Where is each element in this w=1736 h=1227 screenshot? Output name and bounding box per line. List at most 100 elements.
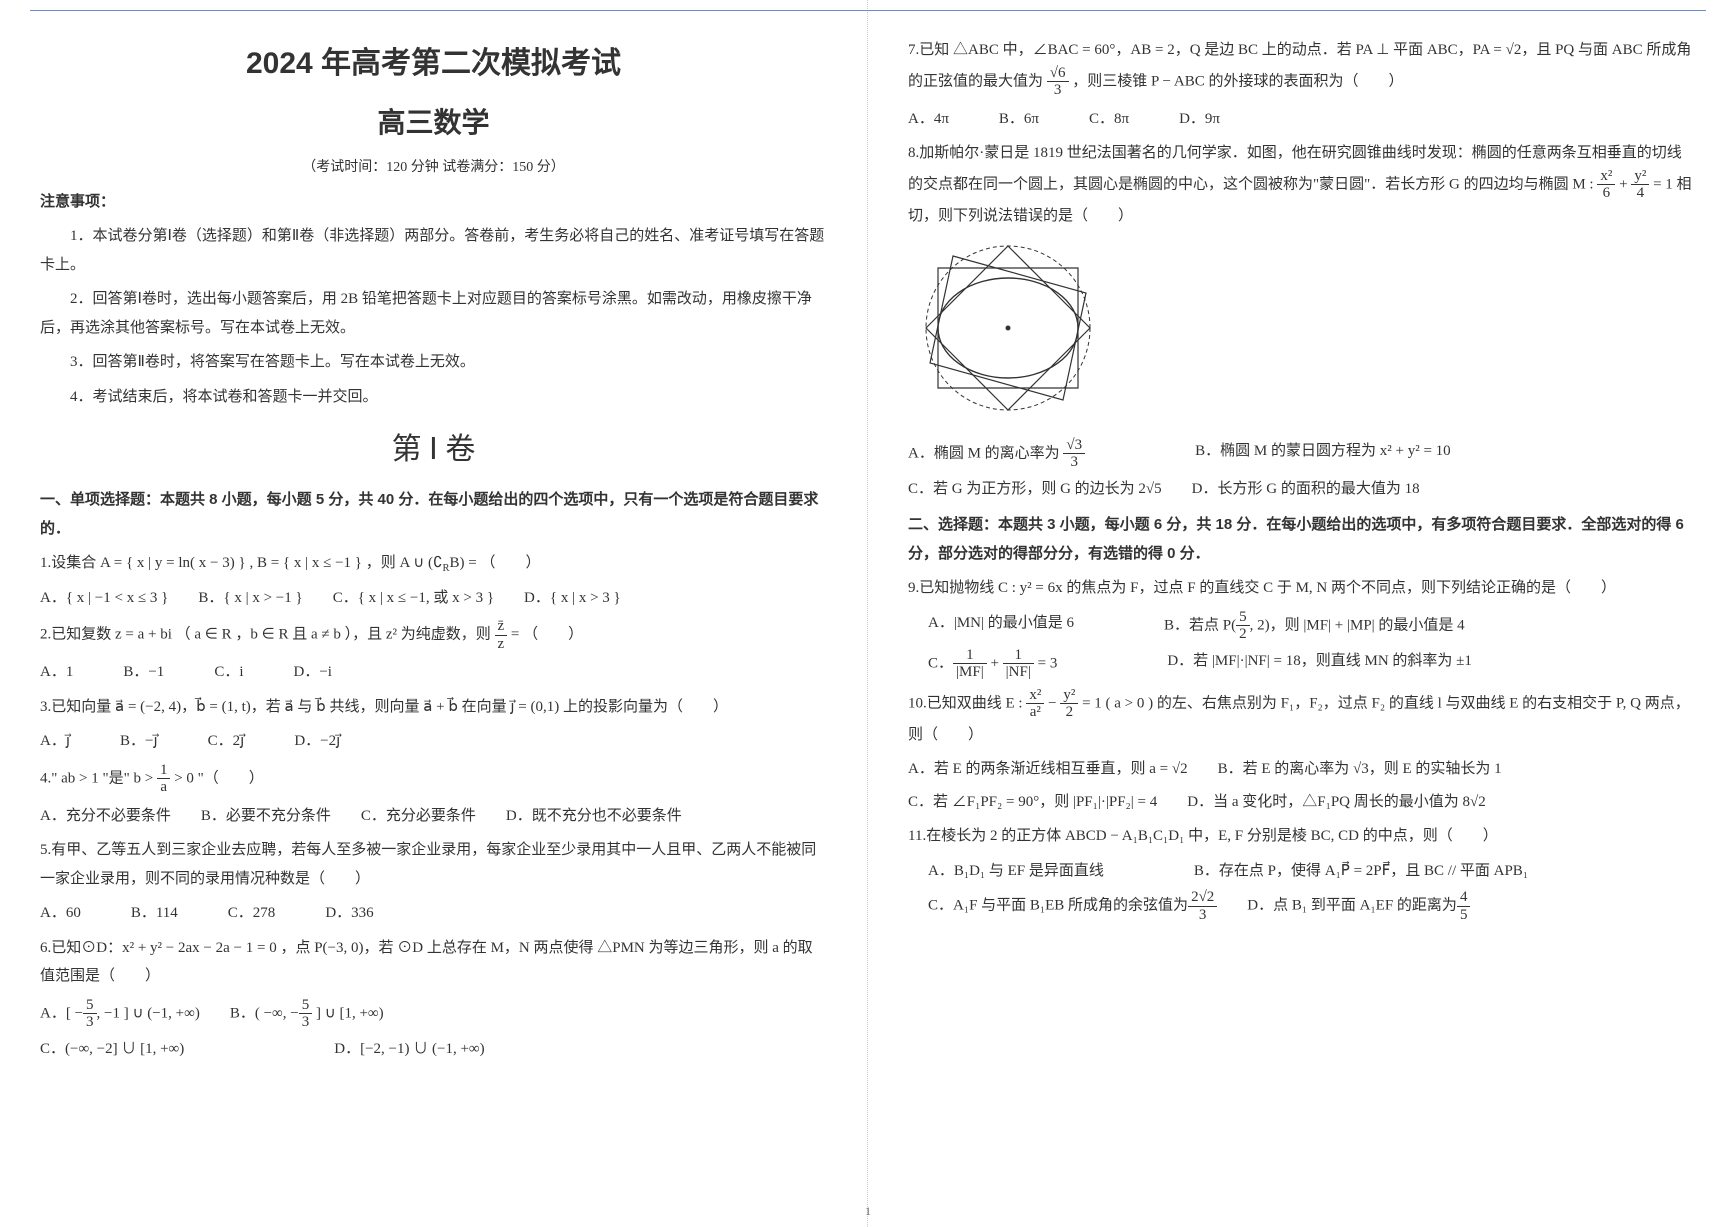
q9C-pre: C． <box>928 655 953 671</box>
left-column: 2024 年高考第二次模拟考试 高三数学 （考试时间：120 分钟 试卷满分：1… <box>0 0 868 1227</box>
q8-pre: 8.加斯帕尔·蒙日是 1819 世纪法国著名的几何学家．如图，他在研究圆锥曲线时… <box>908 145 1682 192</box>
q9C-f2: 1|NF| <box>1003 647 1034 681</box>
frac-num: 5 <box>83 997 97 1015</box>
q11-A: A．B₁D₁ 与 EF 是异面直线 <box>928 857 1104 886</box>
q1-stem-pre: 1.设集合 A = { x | y = ln( x − 3) } , B = {… <box>40 555 443 571</box>
frac-num: x² <box>1026 687 1044 705</box>
monge-circle-icon <box>908 238 1108 418</box>
q3-B: B．−j⃗ <box>120 727 158 756</box>
q8-f1: x²6 <box>1597 168 1615 202</box>
q6-B: B．( −∞, −53 ] ∪ [1, +∞) <box>230 997 384 1031</box>
q1-stem-post: B) = （ ） <box>450 555 541 571</box>
frac-den: 3 <box>299 1014 313 1031</box>
q8-B: B．椭圆 M 的蒙日圆方程为 x² + y² = 10 <box>1195 437 1451 471</box>
frac-num: √3 <box>1063 437 1085 455</box>
frac-den: |NF| <box>1003 664 1034 681</box>
q1-B: B．{ x | x > −1 } <box>198 584 302 613</box>
frac-den: a <box>157 779 171 796</box>
frac-num: 1 <box>953 647 987 665</box>
q2-frac: z̄z <box>495 618 508 652</box>
right-column: 7.已知 △ABC 中，∠BAC = 60°，AB = 2，Q 是边 BC 上的… <box>868 0 1736 1227</box>
q7-B: B．6π <box>999 105 1039 134</box>
q10-options2: C．若 ∠F₁PF₂ = 90°，则 |PF₁|·|PF₂| = 4 D．当 a… <box>908 788 1696 817</box>
notice-item: 4．考试结束后，将本试卷和答题卡一并交回。 <box>40 383 827 412</box>
notice-item: 3．回答第Ⅱ卷时，将答案写在答题卡上。写在本试卷上无效。 <box>40 348 827 377</box>
q6-D: D．[−2, −1) ∪ (−1, +∞) <box>334 1035 484 1064</box>
q7-post: ，则三棱锥 P − ABC 的外接球的表面积为（ ） <box>1072 73 1403 89</box>
q11-D: D．点 B₁ 到平面 A₁EF 的距离为45 <box>1247 889 1470 923</box>
frac-den: 3 <box>1063 454 1085 471</box>
q3-stem: 3.已知向量 a⃗ = (−2, 4)，b⃗ = (1, t)，若 a⃗ 与 b… <box>40 693 827 722</box>
exam-subtitle: （考试时间：120 分钟 试卷满分：150 分） <box>40 155 827 182</box>
frac-num: 5 <box>1236 609 1250 627</box>
q2-B: B．−1 <box>123 658 164 687</box>
notice-item: 1．本试卷分第Ⅰ卷（选择题）和第Ⅱ卷（非选择题）两部分。答卷前，考生务必将自己的… <box>40 222 827 279</box>
q5-options: A．60 B．114 C．278 D．336 <box>40 899 827 928</box>
q4-stem: 4." ab > 1 "是" b > 1a > 0 "（ ） <box>40 762 827 796</box>
q6A-frac: 53 <box>83 997 97 1031</box>
q10-stem: 10.已知双曲线 E : x²a² − y²2 = 1 ( a > 0 ) 的左… <box>908 687 1696 750</box>
q11-options2: C．A₁F 与平面 B₁EB 所成角的余弦值为2√23 D．点 B₁ 到平面 A… <box>908 889 1696 923</box>
page-number: 1 <box>865 1204 871 1219</box>
q3-A: A．j⃗ <box>40 727 70 756</box>
q8-plus: + <box>1619 176 1631 192</box>
q4-A: A．充分不必要条件 <box>40 802 171 831</box>
frac-num: 2√2 <box>1188 889 1217 907</box>
frac-num: 4 <box>1457 889 1471 907</box>
frac-den: 3 <box>1047 82 1069 99</box>
q5-A: A．60 <box>40 899 81 928</box>
q3-C: C．2j⃗ <box>208 727 245 756</box>
q4-D: D．既不充分也不必要条件 <box>506 802 682 831</box>
q9-A: A．|MN| 的最小值是 6 <box>928 609 1074 643</box>
q4-post: > 0 "（ ） <box>174 770 264 786</box>
q9C-plus: + <box>987 655 1003 671</box>
q4-B: B．必要不充分条件 <box>201 802 331 831</box>
q9-D: D．若 |MF|·|NF| = 18，则直线 MN 的斜率为 ±1 <box>1167 647 1472 681</box>
q10-C: C．若 ∠F₁PF₂ = 90°，则 |PF₁|·|PF₂| = 4 <box>908 788 1157 817</box>
frac-den: 3 <box>1188 907 1217 924</box>
frac-num: 1 <box>157 762 171 780</box>
q5-C: C．278 <box>228 899 276 928</box>
q11C-pre: C．A₁F 与平面 B₁EB 所成角的余弦值为 <box>928 897 1188 913</box>
q6B-pre: B．( −∞, − <box>230 1005 299 1021</box>
top-divider <box>30 10 1706 11</box>
part1-title: 第 Ⅰ 卷 <box>40 421 827 478</box>
frac-num: √6 <box>1047 65 1069 83</box>
q10-pre: 10.已知双曲线 E : <box>908 695 1026 711</box>
notice-item: 2．回答第Ⅰ卷时，选出每小题答案后，用 2B 铅笔把答题卡上对应题目的答案标号涂… <box>40 285 827 342</box>
frac-den: |MF| <box>953 664 987 681</box>
q2-C: C．i <box>214 658 243 687</box>
q9-options2: C．1|MF| + 1|NF| = 3 D．若 |MF|·|NF| = 18，则… <box>908 647 1696 681</box>
q10-A: A．若 E 的两条渐近线相互垂直，则 a = √2 <box>908 755 1188 784</box>
q6-stem: 6.已知⊙D：x² + y² − 2ax − 2a − 1 = 0 ，点 P(−… <box>40 934 827 991</box>
q8-stem: 8.加斯帕尔·蒙日是 1819 世纪法国著名的几何学家．如图，他在研究圆锥曲线时… <box>908 139 1696 230</box>
q2-D: D．−i <box>294 658 332 687</box>
q10-minus: − <box>1048 695 1060 711</box>
q7-C: C．8π <box>1089 105 1129 134</box>
q6B-post: ] ∪ [1, +∞) <box>312 1005 383 1021</box>
q2-options: A．1 B．−1 C．i D．−i <box>40 658 827 687</box>
q1-R: R <box>443 563 450 574</box>
q4-pre: 4." ab > 1 "是" b > <box>40 770 153 786</box>
q8-A: A．椭圆 M 的离心率为 √33 <box>908 437 1085 471</box>
q4-C: C．充分必要条件 <box>361 802 476 831</box>
q10-D: D．当 a 变化时，△F₁PQ 周长的最小值为 8√2 <box>1187 788 1485 817</box>
q5-stem: 5.有甲、乙等五人到三家企业去应聘，若每人至多被一家企业录用，每家企业至少录用其… <box>40 836 827 893</box>
q11D-pre: D．点 B₁ 到平面 A₁EF 的距离为 <box>1247 897 1457 913</box>
q7-stem: 7.已知 △ABC 中，∠BAC = 60°，AB = 2，Q 是边 BC 上的… <box>908 36 1696 99</box>
frac-den: 5 <box>1457 907 1471 924</box>
q6-A: A．[ −53, −1 ] ∪ (−1, +∞) <box>40 997 200 1031</box>
frac-den: a² <box>1026 704 1044 721</box>
q7-A: A．4π <box>908 105 949 134</box>
q11-stem: 11.在棱长为 2 的正方体 ABCD − A₁B₁C₁D₁ 中，E, F 分别… <box>908 822 1696 851</box>
q6-C: C．(−∞, −2] ∪ [1, +∞) <box>40 1035 184 1064</box>
q10-options: A．若 E 的两条渐近线相互垂直，则 a = √2 B．若 E 的离心率为 √3… <box>908 755 1696 784</box>
q2-stem: 2.已知复数 z = a + bi （ a ∈ R ，b ∈ R 且 a ≠ b… <box>40 618 827 652</box>
title-line2: 高三数学 <box>40 96 827 149</box>
q10-f2: y²2 <box>1060 687 1078 721</box>
q9B-frac: 52 <box>1236 609 1250 643</box>
q1-A: A．{ x | −1 < x ≤ 3 } <box>40 584 168 613</box>
q8-options2: C．若 G 为正方形，则 G 的边长为 2√5 D．长方形 G 的面积的最大值为… <box>908 475 1696 504</box>
q11-B: B．存在点 P，使得 A₁P⃗ = 2PF⃗，且 BC // 平面 APB₁ <box>1194 857 1528 886</box>
q5-D: D．336 <box>325 899 373 928</box>
